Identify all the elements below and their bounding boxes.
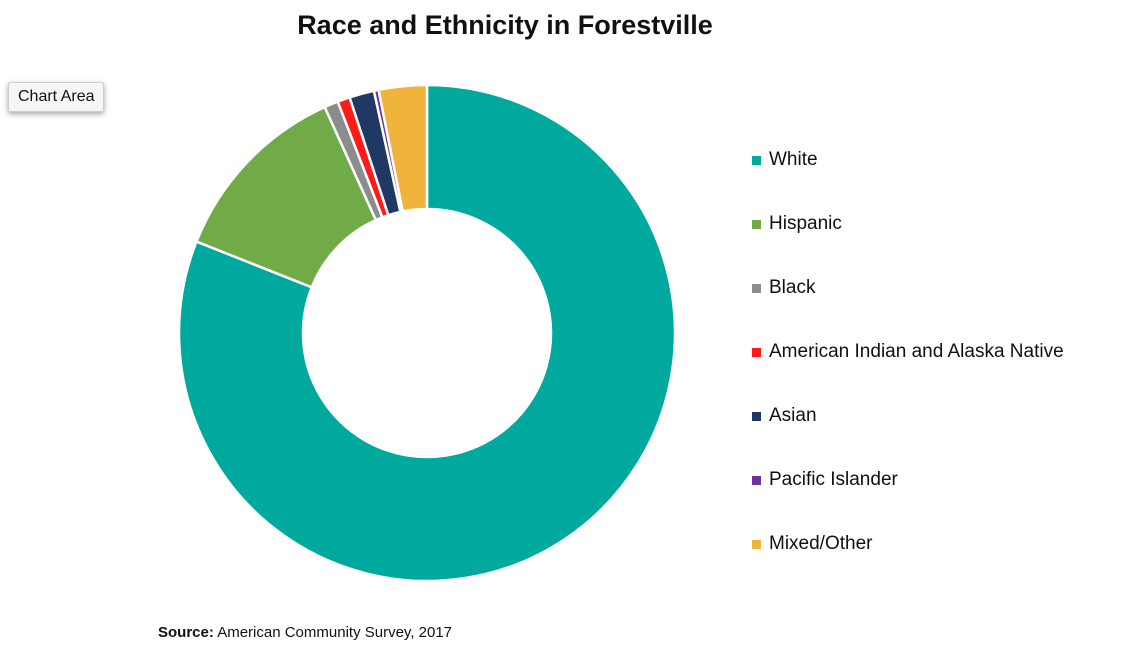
legend-item-hispanic[interactable]: Hispanic: [752, 192, 1064, 256]
chart-title: Race and Ethnicity in Forestville: [297, 10, 713, 40]
donut-slice-white[interactable]: [177, 83, 677, 583]
legend-item-white[interactable]: White: [752, 128, 1064, 192]
legend-label: Asian: [769, 405, 817, 426]
legend-label: American Indian and Alaska Native: [769, 341, 1064, 362]
legend-item-pacific-islander[interactable]: Pacific Islander: [752, 448, 1064, 512]
legend-item-black[interactable]: Black: [752, 256, 1064, 320]
donut-slice-mixed-other[interactable]: [377, 83, 429, 213]
source-text: American Community Survey, 2017: [217, 624, 453, 641]
legend-swatch: [752, 411, 761, 421]
legend-swatch: [752, 155, 761, 165]
legend-label: Hispanic: [769, 213, 842, 234]
legend-swatch: [752, 347, 761, 357]
legend-label: Pacific Islander: [769, 469, 898, 490]
chart-legend[interactable]: White Hispanic Black American Indian and Al…: [752, 128, 1064, 576]
legend-swatch: [752, 219, 761, 229]
donut-chart[interactable]: [0, 0, 760, 610]
legend-label: White: [769, 149, 818, 170]
legend-swatch: [752, 539, 761, 549]
legend-label: Black: [769, 277, 816, 298]
legend-swatch: [752, 283, 761, 293]
legend-item-asian[interactable]: Asian: [752, 384, 1064, 448]
legend-item-mixed-other[interactable]: Mixed/Other: [752, 512, 1064, 576]
source-label: Source:: [158, 624, 214, 641]
legend-swatch: [752, 475, 761, 485]
legend-item-american-indian-and-alaska-native[interactable]: American Indian and Alaska Native: [752, 320, 1064, 384]
source-note: Source: American Community Survey, 2017: [158, 624, 452, 641]
chart-area-tooltip: Chart Area: [8, 82, 105, 112]
legend-label: Mixed/Other: [769, 533, 873, 554]
